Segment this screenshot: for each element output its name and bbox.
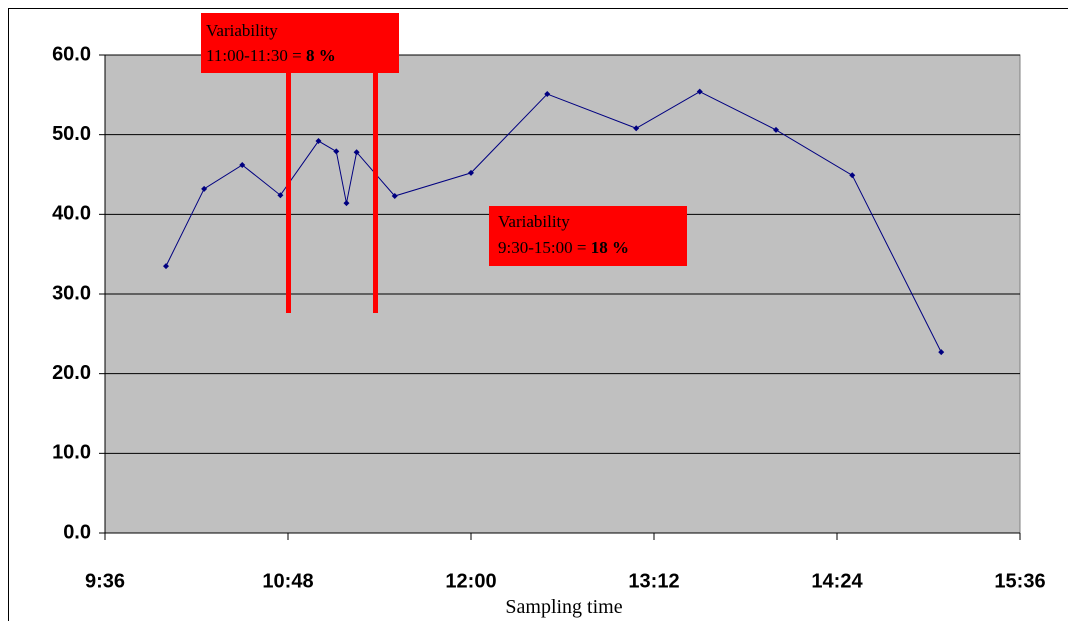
point — [277, 192, 284, 199]
annotation-value: 8 % — [306, 46, 336, 65]
annotation-title: Variability — [206, 21, 278, 40]
annotation-title: Variability — [498, 212, 570, 231]
point — [938, 349, 945, 356]
chart-border — [8, 8, 1068, 621]
point — [239, 161, 246, 168]
point — [201, 185, 208, 192]
y-tick-label: 40.0 — [52, 203, 91, 225]
point — [333, 148, 340, 155]
annotation-box — [489, 206, 687, 266]
x-tick-label: 14:24 — [811, 570, 863, 592]
x-tick-label: 13:12 — [628, 570, 679, 592]
x-tick-label: 15:36 — [994, 570, 1045, 592]
range-line — [286, 72, 291, 313]
point — [773, 126, 779, 133]
point — [315, 138, 322, 145]
annotation-box — [201, 13, 399, 73]
y-tick-label: 50.0 — [52, 123, 91, 145]
point — [163, 263, 169, 270]
y-tick-label: 30.0 — [52, 282, 91, 304]
annotation-text: 9:30-15:00 = 18 % — [498, 238, 629, 257]
point — [696, 88, 703, 95]
point — [468, 169, 474, 176]
point — [544, 91, 551, 98]
y-tick-label: 20.0 — [52, 362, 91, 384]
x-tick-label: 9:36 — [85, 570, 125, 592]
annotation-range: 11:00-11:30 = — [206, 46, 302, 65]
annotation-value: 18 % — [591, 238, 629, 257]
annotation-text: 11:00-11:30 = 8 % — [206, 46, 336, 65]
annotation-range: 9:30-15:00 = — [498, 238, 586, 257]
point — [353, 149, 360, 156]
x-tick-label: 12:00 — [445, 570, 496, 592]
y-tick-label: 0.0 — [63, 521, 91, 543]
point — [633, 125, 640, 132]
point — [343, 200, 350, 207]
range-line — [373, 72, 378, 313]
y-tick-label: 10.0 — [52, 442, 91, 464]
y-tick-label: 60.0 — [52, 43, 91, 65]
point — [391, 193, 398, 200]
x-axis-label: Sampling time — [505, 596, 622, 618]
point — [849, 172, 856, 179]
x-tick-label: 10:48 — [262, 570, 313, 592]
